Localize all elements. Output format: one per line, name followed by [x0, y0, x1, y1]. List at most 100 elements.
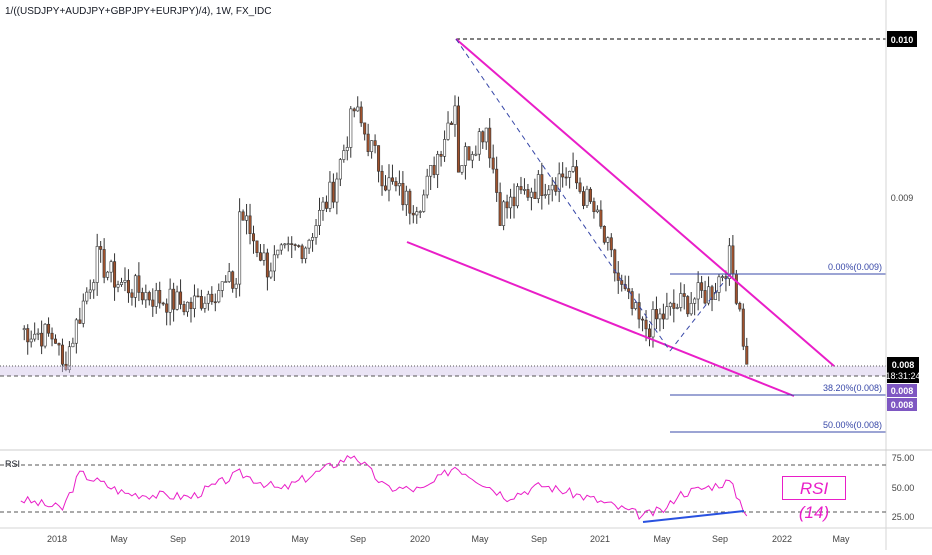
candle-body [484, 127, 488, 143]
candle-body [151, 299, 155, 307]
candle-body [613, 249, 617, 274]
candle-body [738, 303, 742, 310]
candle-body [40, 332, 44, 347]
candle-body [140, 292, 144, 301]
rsi-annotation-box: RSI (14) [782, 476, 846, 522]
candle-body [186, 301, 190, 313]
candle-body [147, 292, 151, 301]
candle-body [498, 192, 502, 226]
candle-body [575, 166, 579, 184]
candle-body [175, 291, 179, 310]
candle-body [488, 127, 492, 159]
candle-body [630, 291, 634, 309]
candle-body [745, 345, 749, 365]
candle-body [672, 302, 676, 309]
candle-body [196, 295, 200, 298]
candle-body [418, 211, 422, 213]
candle-body [74, 319, 78, 344]
candle-body [220, 281, 224, 291]
candle-body [696, 282, 700, 300]
candle-body [543, 194, 547, 196]
candle-body [512, 196, 516, 207]
candle-body [22, 328, 26, 331]
candle-body [568, 171, 572, 178]
candle-body [227, 271, 231, 282]
candle-body [43, 323, 47, 347]
candle-body [179, 291, 183, 305]
candle-body [474, 153, 478, 156]
candle-body [106, 271, 110, 278]
time-label-may-2022: May [832, 534, 850, 544]
candle-body [352, 108, 356, 112]
candle-body [425, 175, 429, 196]
time-label-2018: 2018 [47, 534, 67, 544]
candle-body [231, 271, 235, 289]
candle-body [564, 176, 568, 179]
candle-body [460, 165, 464, 173]
candle-body [592, 201, 596, 213]
rsi-panel-title: RSI [5, 459, 20, 469]
candle-body [401, 183, 405, 206]
fib-badge-2: 0.008 [891, 400, 914, 410]
candle-body [217, 290, 221, 303]
candle-body [71, 342, 75, 348]
candle-body [443, 139, 447, 157]
candle-body [297, 245, 301, 247]
time-label-2022: 2022 [772, 534, 792, 544]
candle-body [168, 288, 172, 313]
candle-body [192, 295, 196, 309]
candle-body [679, 293, 683, 308]
candle-body [373, 140, 377, 146]
candle-body [550, 184, 554, 191]
candle-body [154, 290, 158, 307]
candle-body [390, 177, 394, 182]
candle-body [328, 181, 332, 209]
candle-body [637, 302, 641, 320]
candle-body [158, 290, 162, 304]
candle-body [481, 131, 485, 143]
candle-body [703, 290, 707, 304]
candle-body [57, 343, 61, 346]
candle-body [241, 211, 245, 221]
fib-badge-1-bg [887, 384, 917, 397]
candle-body [165, 303, 169, 313]
candle-body [342, 150, 346, 160]
candle-body [627, 288, 631, 292]
candle-body [404, 190, 408, 206]
candle-body [29, 338, 33, 343]
candle-body [276, 249, 280, 256]
candle-body [651, 309, 655, 338]
time-label-sep-2018: Sep [170, 534, 186, 544]
candle-body [234, 283, 238, 289]
candle-body [661, 313, 665, 320]
candle-body [641, 318, 645, 321]
candle-body [172, 288, 176, 310]
time-label-sep-2019: Sep [350, 534, 366, 544]
candle-body [446, 122, 450, 140]
candle-body [113, 261, 117, 288]
candle-body [286, 243, 290, 245]
time-label-2019: 2019 [230, 534, 250, 544]
candle-body [408, 190, 412, 214]
candle-body [707, 286, 711, 304]
candle-body [720, 276, 724, 278]
candle-body [453, 105, 457, 125]
candle-body [397, 183, 401, 187]
rsi-line [20, 454, 748, 521]
candle-body [634, 302, 638, 309]
candle-body [144, 292, 148, 301]
candle-body [571, 166, 575, 172]
candle-body [731, 245, 735, 275]
candle-body [224, 281, 228, 283]
candle-body [109, 261, 113, 273]
candle-body [133, 275, 137, 298]
price-tick-0010: 0.010 [891, 35, 914, 45]
fib-badge-1: 0.008 [891, 386, 914, 396]
candle-body [668, 302, 672, 307]
candle-body [432, 165, 436, 175]
candle-body [67, 346, 71, 370]
candle-body [99, 246, 103, 250]
candle-body [602, 225, 606, 243]
rsi-tick-50: 50.00 [892, 483, 915, 493]
candle-body [123, 280, 127, 283]
